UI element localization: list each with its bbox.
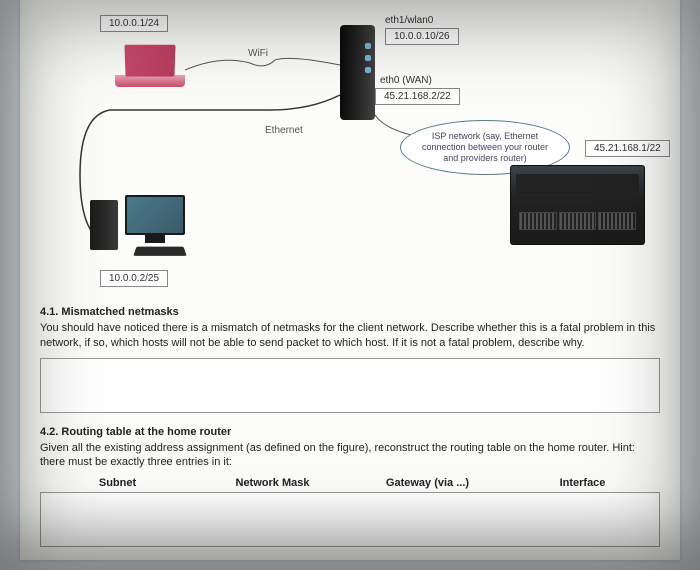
wifi-label: WiFi [248, 48, 268, 59]
desktop-device [125, 195, 185, 243]
col-gateway: Gateway (via ...) [350, 476, 505, 490]
laptop-device [115, 45, 185, 90]
q42-body: Given all the existing address assignmen… [40, 441, 660, 470]
laptop-ip-label: 10.0.0.1/24 [100, 15, 168, 32]
network-diagram: 10.0.0.1/24 WiFi eth1/wlan0 10.0.0.10/26… [40, 15, 660, 305]
col-interface: Interface [505, 476, 660, 490]
document-page: 10.0.0.1/24 WiFi eth1/wlan0 10.0.0.10/26… [20, 0, 680, 560]
eth1-ip-label: 10.0.0.10/26 [385, 28, 459, 45]
col-subnet: Subnet [40, 476, 195, 490]
eth0-ip-label: 45.21.168.2/22 [375, 88, 460, 105]
eth0-label: eth0 (WAN) [380, 75, 432, 86]
routing-table-body[interactable] [40, 492, 660, 547]
home-router-device [340, 25, 375, 120]
eth1-label: eth1/wlan0 [385, 15, 433, 26]
q41-body: You should have noticed there is a misma… [40, 321, 660, 350]
cloud-text: ISP network (say, Ethernet connection be… [421, 131, 549, 163]
question-4-1: 4.1. Mismatched netmasks You should have… [40, 305, 660, 413]
q41-title: 4.1. Mismatched netmasks [40, 305, 660, 319]
q42-title: 4.2. Routing table at the home router [40, 425, 660, 439]
col-netmask: Network Mask [195, 476, 350, 490]
q41-answer-box[interactable] [40, 358, 660, 413]
ethernet-label: Ethernet [265, 125, 303, 136]
question-4-2: 4.2. Routing table at the home router Gi… [40, 425, 660, 547]
desktop-ip-label: 10.0.0.2/25 [100, 270, 168, 287]
routing-table-header: Subnet Network Mask Gateway (via ...) In… [40, 474, 660, 492]
isp-ip-label: 45.21.168.1/22 [585, 140, 670, 157]
isp-router-device [510, 165, 645, 245]
